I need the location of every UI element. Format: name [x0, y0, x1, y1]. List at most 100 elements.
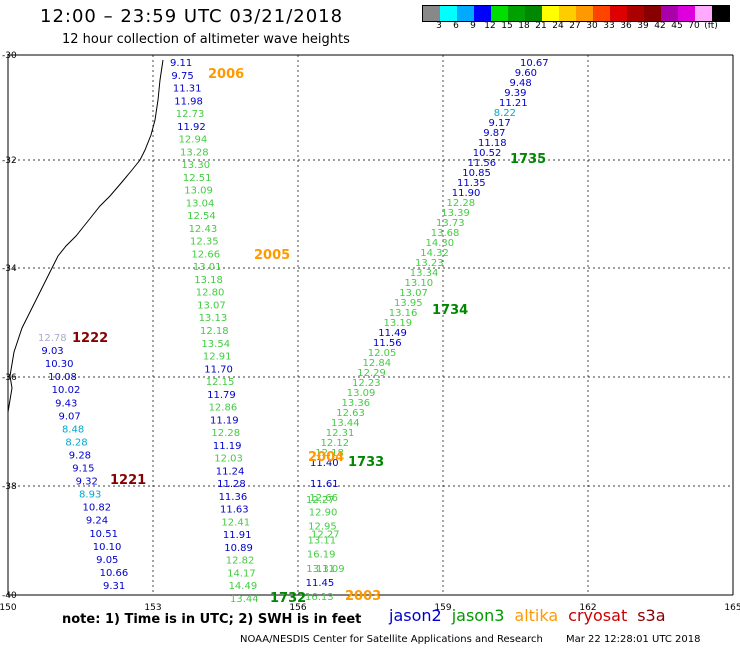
swh-value: 11.31: [173, 84, 202, 95]
swh-value: 9.75: [171, 71, 193, 82]
swh-value: 11.91: [223, 530, 252, 541]
swh-value: 12.73: [176, 109, 205, 120]
swh-value: 12.43: [189, 224, 218, 235]
color-scale-label: 21: [535, 21, 547, 31]
latitude-label: -32: [2, 156, 17, 166]
swh-value: 13.18: [194, 275, 223, 286]
swh-value: 11.49: [378, 328, 407, 339]
swh-value: 13.39: [441, 208, 470, 219]
color-swatch: [559, 6, 576, 21]
swh-value: 10.85: [462, 168, 491, 179]
footnote: note: 1) Time is in UTC; 2) SWH is in fe…: [62, 612, 362, 627]
swh-value: 9.05: [96, 555, 118, 566]
color-scale-label: 3: [436, 21, 442, 31]
swh-value: 9.03: [41, 346, 63, 357]
swh-value: 12.03: [214, 454, 243, 465]
swh-value: 13.44: [230, 594, 259, 605]
swh-value: 12.90: [309, 507, 338, 518]
pass-time-label: 1221: [110, 473, 146, 488]
swh-value: 13.44: [331, 418, 360, 429]
swh-value: 9.11: [170, 58, 192, 69]
color-scale-label: 24: [552, 21, 564, 31]
pass-time-label: 2006: [208, 67, 244, 82]
page-title: 12:00 – 23:59 UTC 03/21/2018: [40, 6, 344, 27]
axis-labels: 150 153 156 159 162 165 -30 -32 -34 -36 -38 -40: [0, 51, 740, 613]
latitude-label: -40: [2, 591, 17, 601]
swh-value: 11.61: [310, 479, 339, 490]
color-swatch: [695, 6, 712, 21]
color-scale-labels: 3 6 9 12 15 18 21 24 27 30 33 36 39 42 45 70 (ft): [422, 21, 728, 35]
swh-value: 14.17: [227, 568, 256, 579]
swh-value: 10.52: [473, 148, 502, 159]
swh-value: 11.90: [452, 188, 481, 199]
swh-value: 12.12: [321, 438, 350, 449]
swh-value: 12.31: [326, 428, 355, 439]
color-scale-label: 30: [586, 21, 598, 31]
swh-value: 12.78: [38, 333, 67, 344]
swh-value: 13.23: [415, 258, 444, 269]
swh-value: 11.24: [216, 466, 245, 477]
longitude-label: 165: [724, 603, 740, 613]
swh-value: 11.21: [499, 98, 528, 109]
map-grid: [7, 54, 734, 596]
swh-value: 13.11: [308, 536, 337, 547]
swh-value: 12.18: [315, 448, 344, 459]
swh-value: 13.36: [342, 398, 371, 409]
swh-value: 11.92: [177, 122, 206, 133]
color-scale-label: 39: [637, 21, 649, 31]
swh-value: 9.43: [55, 398, 77, 409]
swh-value: 8.22: [494, 108, 516, 119]
swh-value: 11.19: [213, 441, 242, 452]
swh-value: 8.28: [65, 437, 87, 448]
swh-value: 12.18: [200, 326, 229, 337]
swh-value: 10.67: [520, 58, 549, 69]
color-swatch: [712, 6, 729, 21]
swh-value: 12.80: [196, 288, 225, 299]
swh-value: 13.10: [405, 278, 434, 289]
legend-entry: jason2: [389, 606, 442, 625]
swh-value: 12.63: [336, 408, 365, 419]
longitude-label: 153: [144, 603, 161, 613]
page-subtitle: 12 hour collection of altimeter wave hei…: [62, 32, 350, 47]
latitude-label: -38: [2, 482, 17, 492]
color-scale-label: 18: [518, 21, 530, 31]
swh-value: 14.30: [426, 238, 455, 249]
pass-time-label: 1732: [270, 591, 306, 606]
swh-value: 10.51: [89, 529, 118, 540]
swh-value: 11.35: [457, 178, 486, 189]
swh-value: 9.48: [510, 78, 532, 89]
swh-value: 13.13: [199, 313, 228, 324]
swh-value: 11.79: [207, 390, 236, 401]
swh-value: 10.89: [224, 543, 253, 554]
legend-entry: jason3: [451, 606, 505, 625]
coastline: [7, 59, 164, 413]
color-swatch: [474, 6, 491, 21]
swh-value: 10.08: [48, 372, 77, 383]
swh-value: 12.84: [363, 358, 392, 369]
swh-value: 10.10: [93, 542, 122, 553]
color-scale-label: 33: [603, 21, 615, 31]
pass-time-label: 2005: [254, 248, 290, 263]
swh-value: 13.73: [436, 218, 465, 229]
swh-value: 11.70: [204, 364, 233, 375]
swh-value: 12.28: [447, 198, 476, 209]
swh-value: 13.11: [306, 564, 335, 575]
swh-value: 9.87: [483, 128, 505, 139]
color-scale-label: (ft): [704, 21, 718, 31]
longitude-label: 162: [579, 603, 596, 613]
swh-value: 12.95: [308, 521, 337, 532]
pass-time-label: 2004: [308, 450, 344, 465]
swh-value: 13.34: [410, 268, 439, 279]
swh-value: 12.23: [352, 378, 381, 389]
latitude-label: -30: [2, 51, 17, 61]
color-swatch: [576, 6, 593, 21]
swh-value: 11.40: [310, 458, 339, 469]
swh-value: 12.28: [211, 428, 240, 439]
timestamp: Mar 22 12:28:01 UTC 2018: [566, 634, 701, 645]
color-scale-label: 70: [688, 21, 700, 31]
swh-value: 12.66: [309, 493, 338, 504]
swh-value: 11.45: [306, 578, 335, 589]
swh-value: 9.15: [72, 464, 94, 475]
